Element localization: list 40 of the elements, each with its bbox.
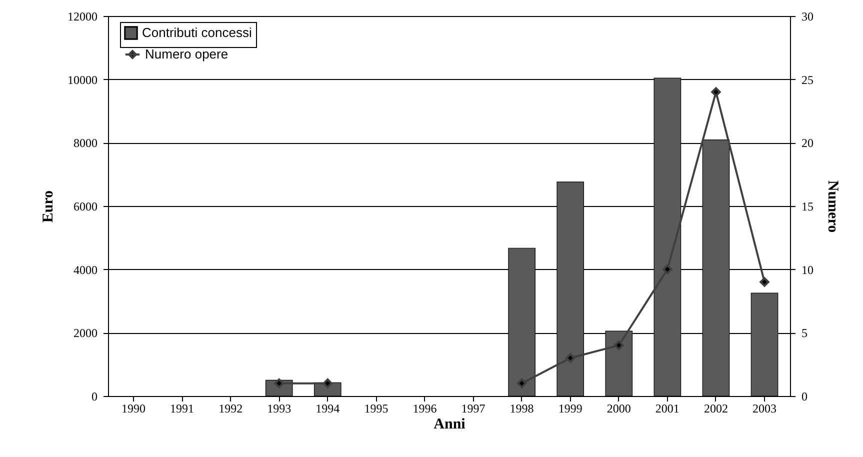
y-tick-label: 0 bbox=[92, 390, 98, 404]
y2-tick-label: 5 bbox=[802, 326, 808, 340]
x-tick-label: 1991 bbox=[170, 402, 194, 416]
y2-tick-label: 30 bbox=[802, 10, 814, 24]
y2-tick-label: 15 bbox=[802, 200, 814, 214]
x-tick-label: 1996 bbox=[412, 402, 437, 416]
legend-label: Numero opere bbox=[145, 46, 228, 62]
y-tick-label: 12000 bbox=[68, 10, 98, 24]
x-tick-label: 1990 bbox=[121, 402, 146, 416]
legend-label: Contributi concessi bbox=[142, 25, 252, 40]
x-tick-label: 1999 bbox=[558, 402, 582, 416]
x-tick-label: 1994 bbox=[316, 402, 340, 416]
y-axis-title: Euro bbox=[40, 190, 56, 223]
x-tick-label: 2002 bbox=[704, 402, 728, 416]
x-tick-label: 1995 bbox=[364, 402, 388, 416]
x-tick-label: 2003 bbox=[752, 402, 777, 416]
point bbox=[516, 378, 527, 388]
x-tick-label: 2001 bbox=[655, 402, 680, 416]
point bbox=[322, 378, 333, 388]
y2-tick-label: 0 bbox=[802, 390, 808, 404]
point bbox=[614, 340, 624, 350]
x-tick-label: 1998 bbox=[510, 402, 534, 416]
y2-axis-title: Numero bbox=[824, 180, 840, 233]
x-tick-label: 2000 bbox=[606, 402, 631, 416]
y2-tick-label: 20 bbox=[802, 136, 814, 150]
x-tick-label: 1992 bbox=[218, 402, 243, 416]
x-tick-label: 1997 bbox=[461, 402, 486, 416]
x-tick-label: 1993 bbox=[267, 402, 292, 416]
y2-tick-label: 25 bbox=[802, 72, 814, 87]
point bbox=[711, 87, 721, 97]
y-tick-label: 10000 bbox=[68, 72, 98, 87]
y-tick-label: 2000 bbox=[74, 326, 98, 340]
x-axis-title: Anni bbox=[434, 416, 466, 432]
point bbox=[565, 353, 576, 363]
y2-tick-label: 10 bbox=[802, 262, 814, 277]
y-tick-label: 8000 bbox=[74, 136, 98, 150]
y-tick-label: 6000 bbox=[74, 200, 98, 214]
point bbox=[760, 277, 770, 287]
point bbox=[662, 264, 672, 274]
y-tick-label: 4000 bbox=[74, 262, 98, 277]
